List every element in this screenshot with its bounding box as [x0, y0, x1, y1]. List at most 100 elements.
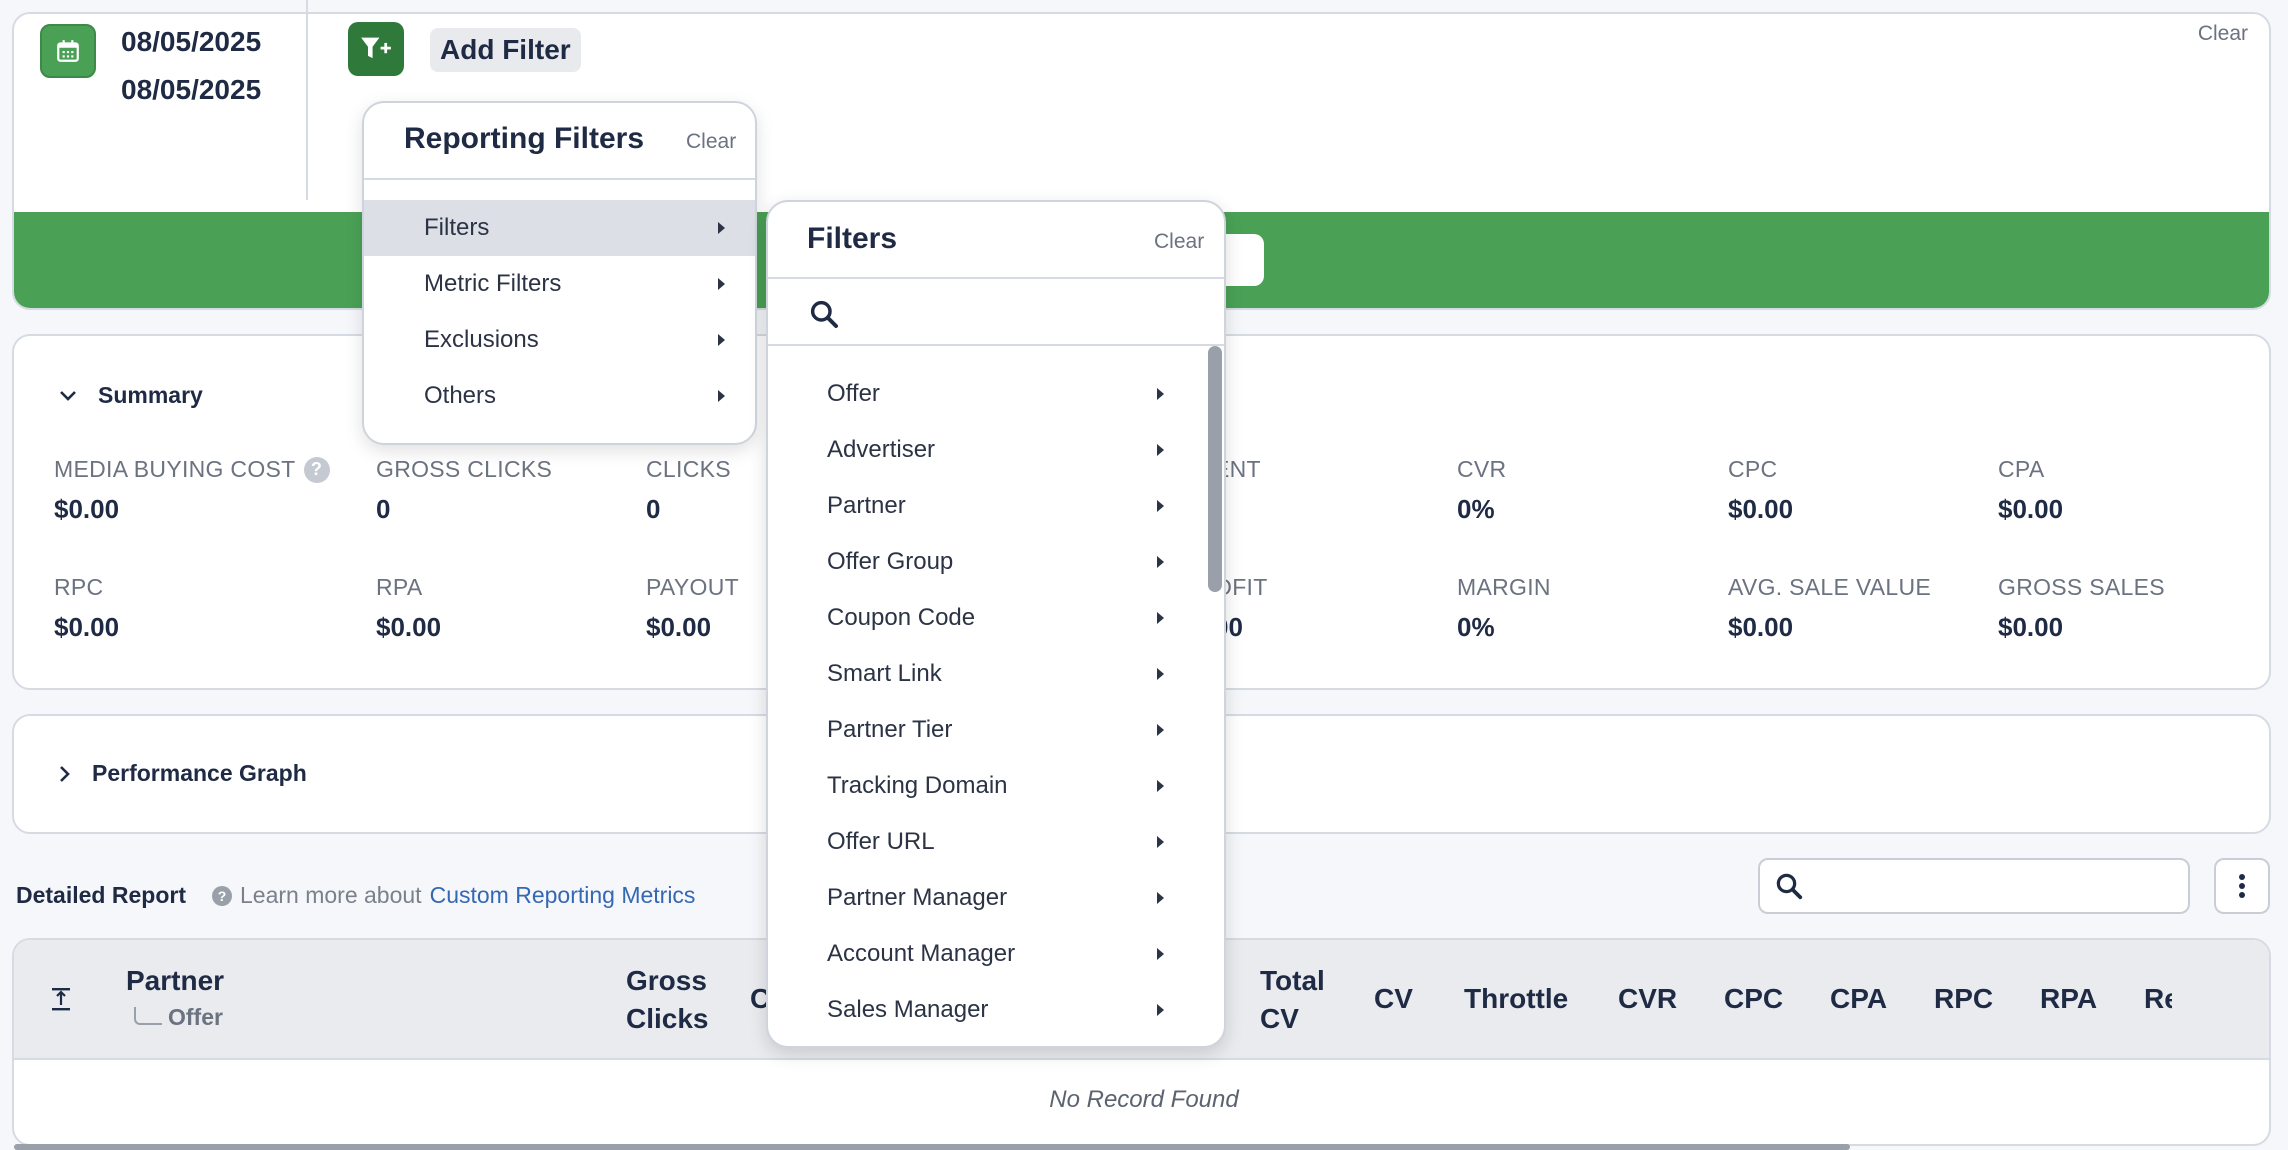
- filters-scrollbar[interactable]: [1208, 346, 1222, 592]
- search-icon: [810, 300, 838, 328]
- calendar-button[interactable]: [40, 24, 96, 78]
- add-filter-icon-button[interactable]: [348, 22, 404, 76]
- filter-option-tracking-domain[interactable]: Tracking Domain: [768, 758, 1188, 814]
- metric-label: MARGIN: [1457, 574, 1551, 600]
- column-cpc[interactable]: CPC: [1724, 983, 1784, 1014]
- filter-option-offer-group[interactable]: Offer Group: [768, 534, 1188, 590]
- metric-label: RPC: [54, 574, 104, 600]
- filters-submenu-clear[interactable]: Clear: [1154, 230, 1205, 253]
- add-filter-button[interactable]: Add Filter: [430, 28, 581, 72]
- help-icon[interactable]: ?: [303, 456, 330, 483]
- chevron-down-icon: [60, 390, 76, 401]
- caret-right-icon: [718, 390, 725, 402]
- caret-right-icon: [1157, 1004, 1164, 1016]
- metric-value: $0.00: [54, 494, 120, 524]
- column-rpc[interactable]: RPC: [1934, 983, 1994, 1014]
- start-date[interactable]: 08/05/2025: [121, 26, 262, 57]
- end-date[interactable]: 08/05/2025: [121, 74, 262, 105]
- column-rpa[interactable]: RPA: [2040, 983, 2098, 1014]
- caret-right-icon: [1157, 780, 1164, 792]
- performance-graph-title: Performance Graph: [92, 760, 307, 786]
- custom-metrics-link[interactable]: Custom Reporting Metrics: [429, 882, 696, 908]
- menu-item-filters[interactable]: Filters: [364, 200, 755, 256]
- reporting-filters-menu: [362, 101, 757, 445]
- filter-plus-icon: [361, 37, 391, 59]
- kebab-icon: [2239, 874, 2245, 898]
- column-cv[interactable]: CV: [1374, 983, 1413, 1014]
- metric-value: $0.00: [1728, 494, 1794, 524]
- metric-label: GROSS SALES: [1998, 574, 2165, 600]
- caret-right-icon: [1157, 668, 1164, 680]
- divider: [306, 0, 308, 200]
- filter-option-coupon-code[interactable]: Coupon Code: [768, 590, 1188, 646]
- metric-value: 0%: [1457, 612, 1495, 642]
- search-icon: [1776, 873, 1803, 900]
- filter-option-partner-manager[interactable]: Partner Manager: [768, 870, 1188, 926]
- metric-value: 0: [646, 494, 661, 524]
- learn-more: ? Learn more about Custom Reporting Metr…: [212, 882, 695, 909]
- chevron-right-icon: [60, 765, 70, 782]
- filter-option-offer[interactable]: Offer: [768, 366, 1188, 422]
- header-divider: [14, 1058, 2269, 1060]
- metric-label: RPA: [376, 574, 423, 600]
- caret-right-icon: [1157, 388, 1164, 400]
- metric-value: $0.00: [646, 612, 712, 642]
- divider: [768, 277, 1224, 279]
- column-offer[interactable]: Offer: [134, 1004, 223, 1031]
- summary-toggle[interactable]: Summary: [58, 382, 203, 409]
- caret-right-icon: [718, 222, 725, 234]
- metric-value: 0%: [1457, 494, 1495, 524]
- caret-right-icon: [1157, 612, 1164, 624]
- filters-submenu-title: Filters: [807, 222, 898, 255]
- caret-right-icon: [1157, 724, 1164, 736]
- reporting-filters-clear[interactable]: Clear: [686, 130, 737, 153]
- help-icon: ?: [212, 885, 232, 906]
- filter-option-partner[interactable]: Partner: [768, 478, 1188, 534]
- menu-item-metric-filters[interactable]: Metric Filters: [364, 256, 755, 312]
- metric-value: 0: [376, 494, 391, 524]
- metric-value: $0.00: [1998, 494, 2064, 524]
- column-total-cv[interactable]: Total CV: [1260, 965, 1325, 1034]
- metric-label: CLICKS: [646, 456, 731, 482]
- filters-search-input[interactable]: [808, 294, 1208, 334]
- caret-right-icon: [718, 278, 725, 290]
- action-bar-button-edge[interactable]: [1224, 234, 1264, 286]
- performance-graph-toggle[interactable]: Performance Graph: [58, 760, 307, 787]
- filter-option-account-manager[interactable]: Account Manager: [768, 926, 1188, 982]
- column-truncated[interactable]: Re: [2144, 983, 2172, 1014]
- expand-rows-button[interactable]: [50, 986, 72, 1017]
- filter-option-sales-manager[interactable]: Sales Manager: [768, 982, 1188, 1038]
- column-partner[interactable]: Partner: [126, 965, 225, 996]
- detailed-report-title: Detailed Report: [16, 882, 186, 908]
- more-options-button[interactable]: [2214, 858, 2270, 914]
- clear-all-button[interactable]: Clear: [2197, 22, 2248, 45]
- caret-right-icon: [1157, 444, 1164, 456]
- column-cpa[interactable]: CPA: [1830, 983, 1888, 1014]
- column-c[interactable]: C: [750, 983, 771, 1014]
- tree-branch-icon: [134, 1007, 162, 1025]
- calendar-icon: [57, 40, 79, 62]
- metric-value: $0.00: [54, 612, 120, 642]
- column-cvr[interactable]: CVR: [1618, 983, 1678, 1014]
- caret-right-icon: [1157, 500, 1164, 512]
- filter-option-smart-link[interactable]: Smart Link: [768, 646, 1188, 702]
- menu-item-exclusions[interactable]: Exclusions: [364, 312, 755, 368]
- learn-more-text: Learn more about: [240, 882, 422, 908]
- metric-label: AVG. SALE VALUE: [1728, 574, 1932, 600]
- menu-item-others[interactable]: Others: [364, 368, 755, 424]
- metric-label: CVR: [1457, 456, 1507, 482]
- caret-right-icon: [1157, 892, 1164, 904]
- reporting-filters-title: Reporting Filters: [404, 122, 645, 155]
- report-search-input[interactable]: [1758, 858, 2190, 914]
- filter-option-advertiser[interactable]: Advertiser: [768, 422, 1188, 478]
- horizontal-scrollbar[interactable]: [14, 1144, 1850, 1150]
- filter-option-partner-tier[interactable]: Partner Tier: [768, 702, 1188, 758]
- metric-value: $0.00: [1998, 612, 2064, 642]
- metric-label: CPA: [1998, 456, 2045, 482]
- expand-vertical-icon: [52, 988, 70, 1011]
- filter-option-offer-url[interactable]: Offer URL: [768, 814, 1188, 870]
- caret-right-icon: [1157, 836, 1164, 848]
- metric-label: PAYOUT: [646, 574, 739, 600]
- column-gross-clicks[interactable]: Gross Clicks: [626, 965, 709, 1034]
- column-throttle[interactable]: Throttle: [1464, 983, 1569, 1014]
